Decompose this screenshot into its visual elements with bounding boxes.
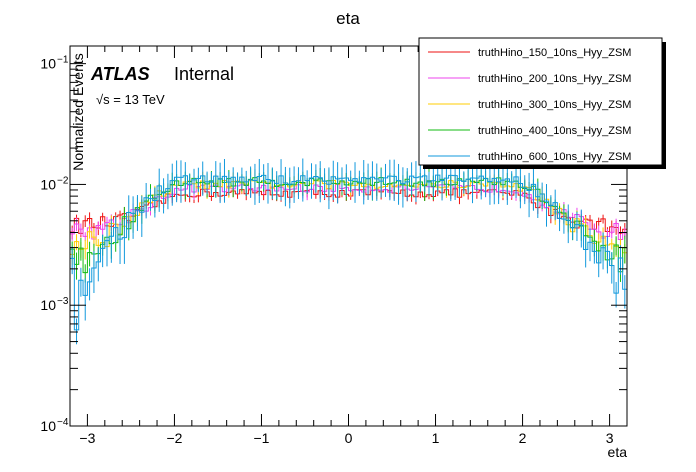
x-tick-label: −1 bbox=[253, 430, 269, 446]
y-tick-label: 10 bbox=[40, 176, 56, 192]
series-line bbox=[70, 180, 627, 255]
legend-entry: truthHino_600_10ns_Hyy_ZSM bbox=[428, 151, 631, 163]
atlas-logo-text: ATLAS bbox=[90, 64, 150, 84]
legend-entry: truthHino_200_10ns_Hyy_ZSM bbox=[428, 73, 631, 85]
chart-title: eta bbox=[336, 9, 360, 28]
plot-area: −3 −2 −1 0 1 2 310−410−310−210−1 bbox=[40, 45, 628, 446]
legend-label: truthHino_200_10ns_Hyy_ZSM bbox=[478, 73, 631, 85]
legend-label: truthHino_150_10ns_Hyy_ZSM bbox=[478, 47, 631, 59]
x-tick-label: 3 bbox=[606, 430, 614, 446]
x-tick-label: −3 bbox=[79, 430, 95, 446]
x-tick-label: 1 bbox=[432, 430, 440, 446]
legend-entry: truthHino_400_10ns_Hyy_ZSM bbox=[428, 125, 631, 137]
x-tick-label: 0 bbox=[345, 430, 353, 446]
y-tick-exponent: −4 bbox=[57, 417, 69, 428]
legend-label: truthHino_600_10ns_Hyy_ZSM bbox=[478, 151, 631, 163]
y-tick-exponent: −1 bbox=[57, 55, 69, 66]
atlas-status: Internal bbox=[174, 64, 234, 84]
x-axis-label: eta bbox=[608, 444, 628, 460]
legend-label: truthHino_300_10ns_Hyy_ZSM bbox=[478, 99, 631, 111]
y-tick-exponent: −3 bbox=[57, 296, 69, 307]
x-tick-label: −2 bbox=[166, 430, 182, 446]
y-tick-exponent: −2 bbox=[57, 175, 69, 186]
series-line bbox=[70, 174, 627, 331]
atlas-label: ATLAS Internal √s = 13 TeV bbox=[90, 64, 234, 107]
legend: truthHino_150_10ns_Hyy_ZSM truthHino_200_… bbox=[418, 37, 666, 169]
legend-box bbox=[418, 37, 663, 166]
y-tick-label: 10 bbox=[40, 418, 56, 434]
energy-label: √s = 13 TeV bbox=[96, 92, 165, 107]
y-tick-label: 10 bbox=[40, 297, 56, 313]
y-axis-label: Normalized Events bbox=[70, 53, 86, 171]
y-tick-label: 10 bbox=[40, 56, 56, 72]
legend-entry: truthHino_300_10ns_Hyy_ZSM bbox=[428, 99, 631, 111]
x-tick-label: 2 bbox=[519, 430, 527, 446]
legend-label: truthHino_400_10ns_Hyy_ZSM bbox=[478, 125, 631, 137]
legend-entry: truthHino_150_10ns_Hyy_ZSM bbox=[428, 47, 631, 59]
